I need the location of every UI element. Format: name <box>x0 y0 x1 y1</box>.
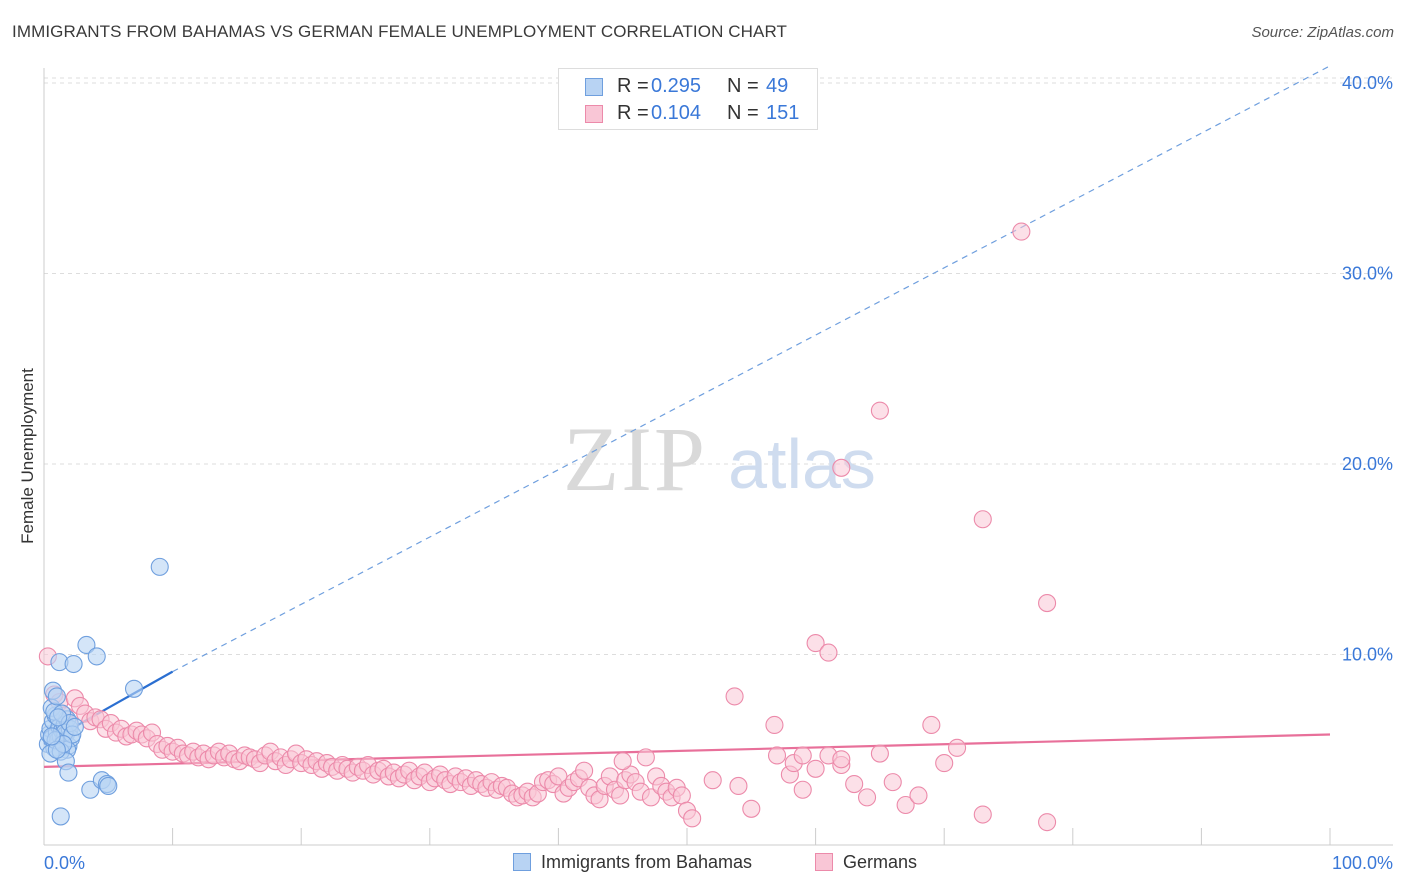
legend-r-value-germans: 0.104 <box>651 102 702 124</box>
point-germans <box>832 750 851 769</box>
point-germans <box>896 795 915 815</box>
legend-n-label: N = <box>727 75 759 97</box>
bottom-legend-label-germans: Germans <box>843 852 918 872</box>
point-germans <box>767 746 787 765</box>
bottom-legend-label-bahamas: Immigrants from Bahamas <box>541 852 753 872</box>
legend-swatch-germans <box>585 105 603 123</box>
legend-n-label: N = <box>727 102 759 124</box>
point-germans <box>832 458 851 477</box>
point-germans <box>1038 813 1057 832</box>
point-germans <box>922 715 941 735</box>
watermark-zip: ZIP <box>563 408 707 510</box>
point-germans <box>672 786 691 805</box>
point-germans <box>742 799 761 818</box>
point-germans <box>973 805 992 824</box>
grid-layer <box>44 77 1393 655</box>
point-germans <box>729 776 748 795</box>
y-tick-label: 30.0% <box>1342 264 1393 284</box>
legend-n-value-germans: 151 <box>766 102 800 124</box>
point-germans <box>857 788 877 807</box>
point-germans <box>575 761 594 780</box>
y-tick-label: 20.0% <box>1342 454 1393 474</box>
legend-r-label: R = <box>617 102 649 124</box>
point-bahamas <box>59 763 78 782</box>
point-bahamas <box>150 557 169 576</box>
y-axis-label: Female Unemployment <box>18 368 37 544</box>
point-germans <box>870 744 889 763</box>
point-germans <box>683 809 702 828</box>
bottom-legend-swatch-bahamas <box>513 853 531 871</box>
chart-title: IMMIGRANTS FROM BAHAMAS VS GERMAN FEMALE… <box>12 22 788 41</box>
point-bahamas <box>124 679 144 698</box>
trend-line-bahamas-extrapolated <box>172 65 1331 673</box>
y-tick-label: 10.0% <box>1342 645 1393 665</box>
point-bahamas <box>47 687 66 706</box>
point-bahamas <box>49 708 68 727</box>
source-credit: Source: ZipAtlas.com <box>1251 24 1394 41</box>
point-bahamas <box>42 727 61 746</box>
watermark: ZIP atlas <box>563 408 876 510</box>
point-bahamas <box>64 654 83 674</box>
point-germans <box>883 773 902 792</box>
point-germans <box>935 754 954 773</box>
x-tick-label-max: 100.0% <box>1332 853 1393 873</box>
point-bahamas <box>87 647 106 666</box>
legend-r-label: R = <box>617 75 649 97</box>
point-germans <box>819 643 838 662</box>
point-bahamas <box>99 776 118 795</box>
point-germans <box>765 715 784 735</box>
point-bahamas <box>51 807 70 826</box>
legend-swatch-bahamas <box>585 78 603 96</box>
axis-labels: 10.0% 20.0% 30.0% 40.0% 0.0% 100.0% <box>44 73 1393 873</box>
point-germans <box>909 786 928 805</box>
x-tick-label-min: 0.0% <box>44 853 85 873</box>
point-germans <box>973 510 992 529</box>
point-bahamas <box>65 717 84 736</box>
bottom-legend-bahamas[interactable]: Immigrants from Bahamas <box>513 852 752 873</box>
legend-r-value-bahamas: 0.295 <box>651 75 702 97</box>
stats-legend: R = 0.295 N = 49 R = 0.104 N = 151 <box>558 68 818 130</box>
point-germans <box>870 401 889 420</box>
point-germans <box>611 786 630 805</box>
point-bahamas <box>77 635 96 655</box>
point-germans <box>806 759 825 778</box>
point-germans <box>948 738 967 757</box>
point-germans <box>1038 594 1057 613</box>
point-germans <box>613 752 632 771</box>
point-germans <box>806 634 825 653</box>
point-germans <box>1012 222 1031 241</box>
axis-layer <box>43 68 1393 846</box>
point-germans <box>845 774 864 794</box>
point-germans <box>725 687 744 706</box>
point-germans <box>793 746 812 765</box>
watermark-atlas: atlas <box>728 425 876 503</box>
y-tick-label: 40.0% <box>1342 73 1393 93</box>
point-germans <box>636 748 655 767</box>
point-germans <box>703 771 722 790</box>
bottom-legend-germans[interactable]: Germans <box>815 852 917 873</box>
point-germans <box>793 780 812 799</box>
legend-n-value-bahamas: 49 <box>766 75 789 97</box>
bottom-legend-swatch-germans <box>815 853 833 871</box>
data-points <box>38 222 1057 832</box>
